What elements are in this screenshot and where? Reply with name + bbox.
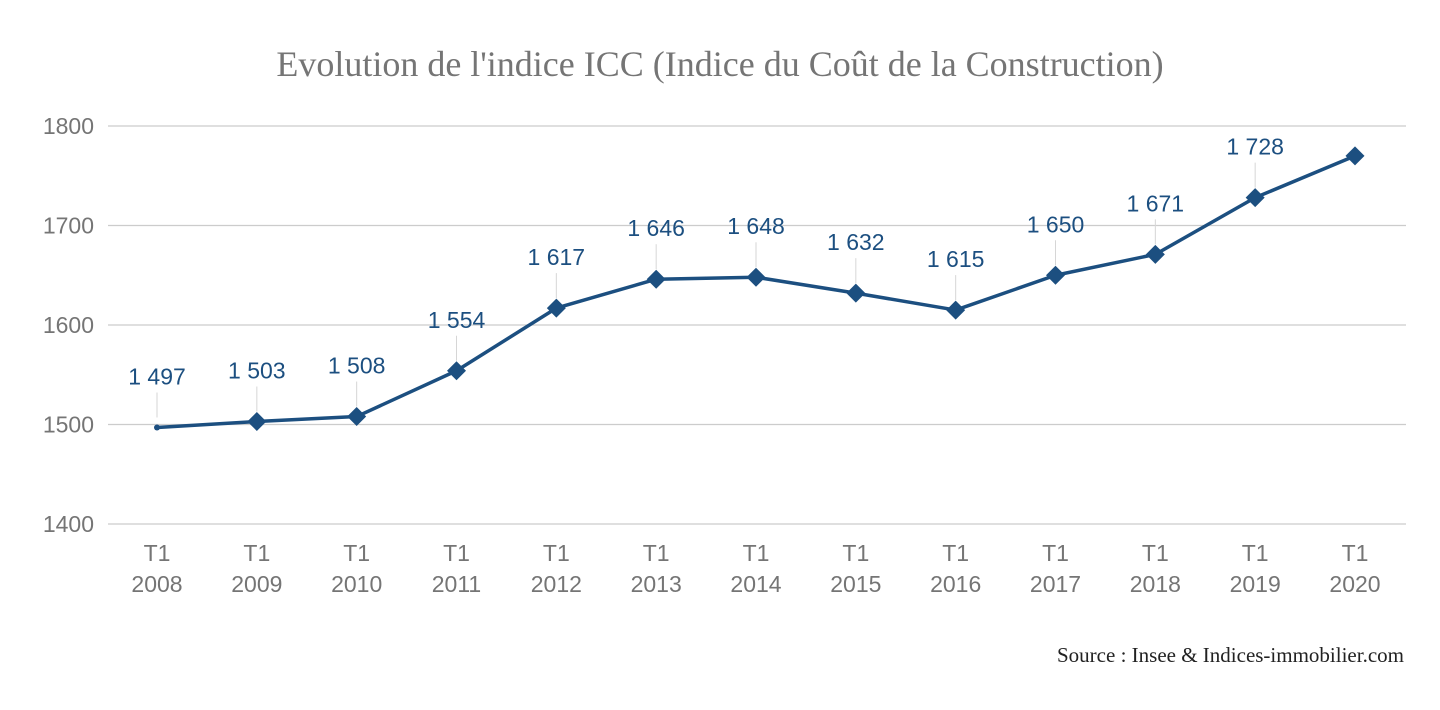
y-tick-label: 1400: [43, 511, 94, 537]
x-tick-label-year: 2020: [1329, 571, 1380, 597]
x-tick-label-year: 2017: [1030, 571, 1081, 597]
series: [154, 146, 1365, 432]
x-tick-label-year: 2011: [432, 571, 481, 597]
data-label: 1 671: [1127, 190, 1185, 216]
x-tick-label-quarter: T1: [643, 540, 670, 566]
data-point: [946, 300, 966, 320]
data-label: 1 632: [827, 229, 885, 255]
x-tick-label-quarter: T1: [1142, 540, 1169, 566]
data-point: [347, 407, 367, 427]
x-tick-label-quarter: T1: [144, 540, 171, 566]
x-tick-label-quarter: T1: [842, 540, 869, 566]
x-tick-label-quarter: T1: [942, 540, 969, 566]
x-tick-label-year: 2012: [531, 571, 582, 597]
data-label: 1 497: [128, 363, 186, 389]
x-tick-label-year: 2018: [1130, 571, 1181, 597]
data-point: [447, 361, 466, 381]
data-label: 1 508: [328, 353, 386, 379]
y-tick-label: 1700: [43, 213, 94, 239]
x-tick-label-quarter: T1: [443, 540, 470, 566]
x-tick-label-year: 2010: [331, 571, 382, 597]
grid: [108, 125, 1406, 525]
data-label: 1 503: [228, 358, 286, 384]
data-label: 1 728: [1226, 134, 1284, 160]
x-tick-label-year: 2015: [830, 571, 881, 597]
x-axis: T1 2008 T1 2009 T1 2010 T1 2011 T1 2012 T1 2013 T1 20…: [131, 540, 1380, 597]
y-axis: 1400 1500 1600 1700 1800: [43, 113, 94, 537]
data-label: 1 615: [927, 246, 985, 272]
x-tick-label-year: 2019: [1230, 571, 1281, 597]
x-tick-label-quarter: T1: [743, 540, 770, 566]
data-point: [247, 412, 267, 432]
x-tick-label-year: 2009: [231, 571, 282, 597]
data-point: [1245, 188, 1265, 208]
data-label: 1 646: [627, 215, 685, 241]
data-label: 1 554: [428, 307, 486, 333]
x-tick-label-year: 2013: [631, 571, 682, 597]
data-point: [546, 298, 566, 318]
y-tick-label: 1500: [43, 412, 94, 438]
data-point: [1345, 146, 1365, 166]
x-tick-label-quarter: T1: [1042, 540, 1069, 566]
x-tick-label-quarter: T1: [1342, 540, 1369, 566]
x-tick-label-year: 2008: [131, 571, 182, 597]
source-note: Source : Insee & Indices-immobilier.com: [1057, 643, 1404, 667]
data-point: [646, 269, 666, 289]
x-tick-label-quarter: T1: [343, 540, 370, 566]
x-tick-label-year: 2014: [730, 571, 781, 597]
data-label: 1 650: [1027, 211, 1085, 237]
data-point: [154, 424, 160, 431]
chart-title: Evolution de l'indice ICC (Indice du Coû…: [276, 44, 1163, 84]
data-labels: 1 497 1 503 1 508 1 554 1 617 1 646 1 648 1 632…: [128, 134, 1284, 390]
data-point: [1145, 244, 1165, 264]
y-tick-label: 1800: [43, 113, 94, 139]
data-point: [1046, 265, 1065, 285]
label-leaders: [156, 162, 1256, 418]
data-label: 1 648: [727, 213, 785, 239]
data-point: [846, 283, 866, 303]
data-point: [746, 267, 766, 287]
x-tick-label-year: 2016: [930, 571, 981, 597]
x-tick-label-quarter: T1: [543, 540, 570, 566]
y-tick-label: 1600: [43, 312, 94, 338]
x-tick-label-quarter: T1: [1242, 540, 1269, 566]
data-label: 1 617: [528, 244, 586, 270]
x-tick-label-quarter: T1: [243, 540, 270, 566]
